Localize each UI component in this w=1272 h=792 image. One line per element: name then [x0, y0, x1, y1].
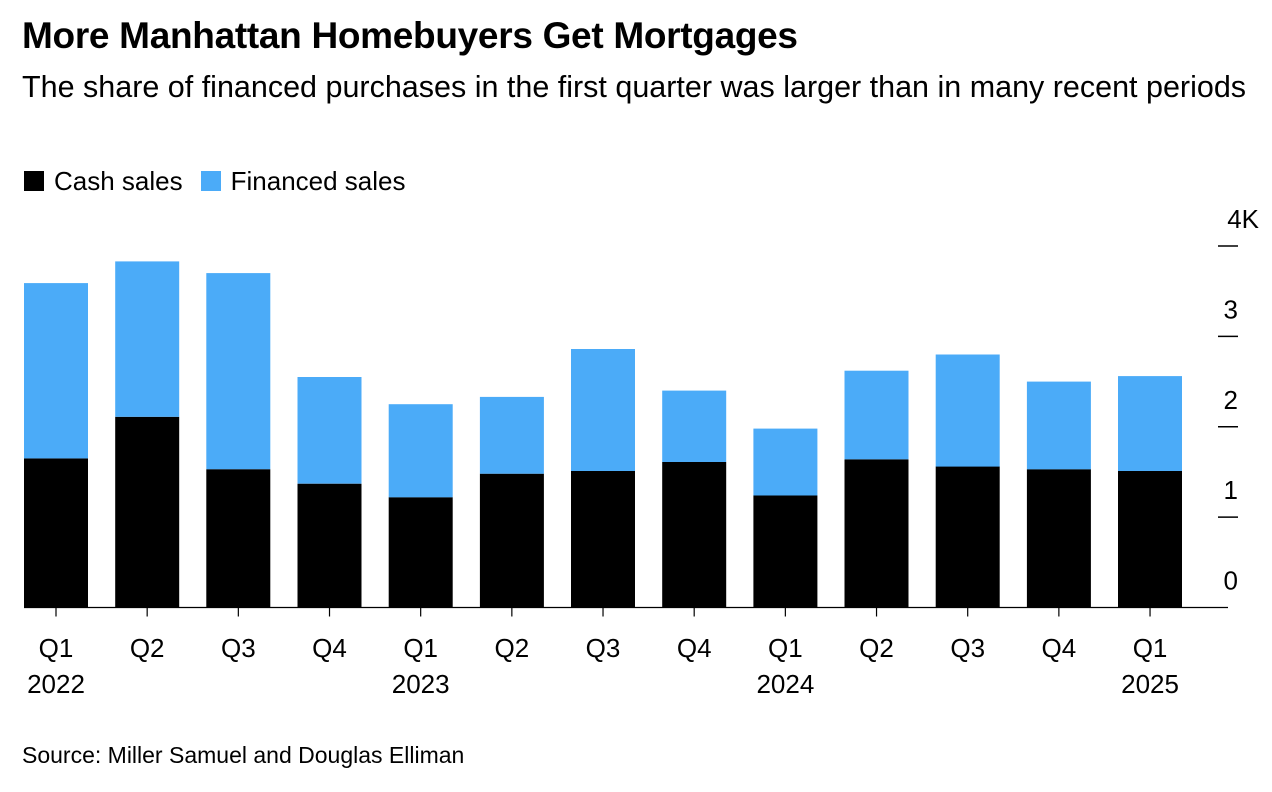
x-tick-label-quarter: Q2: [859, 633, 894, 663]
x-tick-label-year: 2025: [1121, 669, 1179, 699]
bar-financed-sales: [206, 273, 271, 470]
legend-swatch-financed: [200, 171, 221, 191]
bar-cash-sales: [1118, 471, 1182, 608]
bar-cash-sales: [844, 459, 909, 608]
legend-item-cash: Cash sales: [24, 164, 183, 198]
bar-cash-sales: [753, 495, 818, 608]
source-note: Source: Miller Samuel and Douglas Ellima…: [22, 742, 465, 768]
bar-financed-sales: [571, 349, 635, 471]
x-tick-label-quarter: Q1: [39, 633, 74, 663]
y-tick-label: 3: [1224, 294, 1238, 324]
x-tick-label-year: 2022: [27, 669, 85, 699]
bar-financed-sales: [115, 261, 180, 417]
x-tick-label-year: 2023: [392, 669, 450, 699]
bar-cash-sales: [479, 473, 544, 608]
bar-financed-sales: [662, 390, 727, 462]
bar-cash-sales: [662, 462, 727, 608]
y-tick-label: 0: [1224, 566, 1238, 596]
chart-subtitle: The share of financed purchases in the f…: [22, 70, 1247, 104]
bar-financed-sales: [1026, 381, 1091, 470]
legend-item-financed: Financed sales: [200, 164, 406, 198]
x-tick-label-quarter: Q1: [768, 633, 803, 663]
x-tick-label-quarter: Q3: [586, 633, 621, 663]
bar-financed-sales: [24, 283, 88, 459]
x-tick-label-quarter: Q1: [403, 633, 438, 663]
bar-cash-sales: [388, 497, 453, 608]
y-tick-label: 4K: [1227, 204, 1259, 234]
legend: Cash sales Financed sales: [24, 164, 424, 198]
bar-cash-sales: [206, 469, 271, 608]
x-tick-label-quarter: Q3: [950, 633, 985, 663]
bar-financed-sales: [844, 370, 909, 460]
y-tick-label: 1: [1224, 475, 1238, 505]
bar-cash-sales: [297, 483, 362, 608]
bar-cash-sales: [935, 466, 1000, 608]
bar-cash-sales: [24, 458, 88, 608]
x-tick-label-quarter: Q1: [1133, 633, 1168, 663]
legend-swatch-cash: [24, 171, 44, 191]
bar-financed-sales: [479, 396, 544, 474]
x-tick-label-quarter: Q4: [677, 633, 712, 663]
bar-financed-sales: [388, 404, 453, 498]
bar-cash-sales: [115, 416, 180, 608]
bar-cash-sales: [1026, 469, 1091, 608]
x-tick-label-quarter: Q2: [495, 633, 530, 663]
legend-label-cash: Cash sales: [54, 166, 183, 196]
bar-cash-sales: [571, 471, 635, 608]
bar-financed-sales: [1118, 376, 1182, 471]
chart-title: More Manhattan Homebuyers Get Mortgages: [22, 15, 798, 56]
x-tick-label-quarter: Q4: [1042, 633, 1077, 663]
x-tick-label-year: 2024: [756, 669, 814, 699]
bar-financed-sales: [935, 354, 1000, 467]
x-tick-label-quarter: Q4: [312, 633, 347, 663]
y-tick-label: 2: [1224, 385, 1238, 415]
legend-label-financed: Financed sales: [230, 166, 406, 196]
x-tick-label-quarter: Q3: [221, 633, 256, 663]
x-tick-label-quarter: Q2: [130, 633, 165, 663]
bar-financed-sales: [297, 377, 362, 484]
bar-financed-sales: [753, 428, 818, 496]
